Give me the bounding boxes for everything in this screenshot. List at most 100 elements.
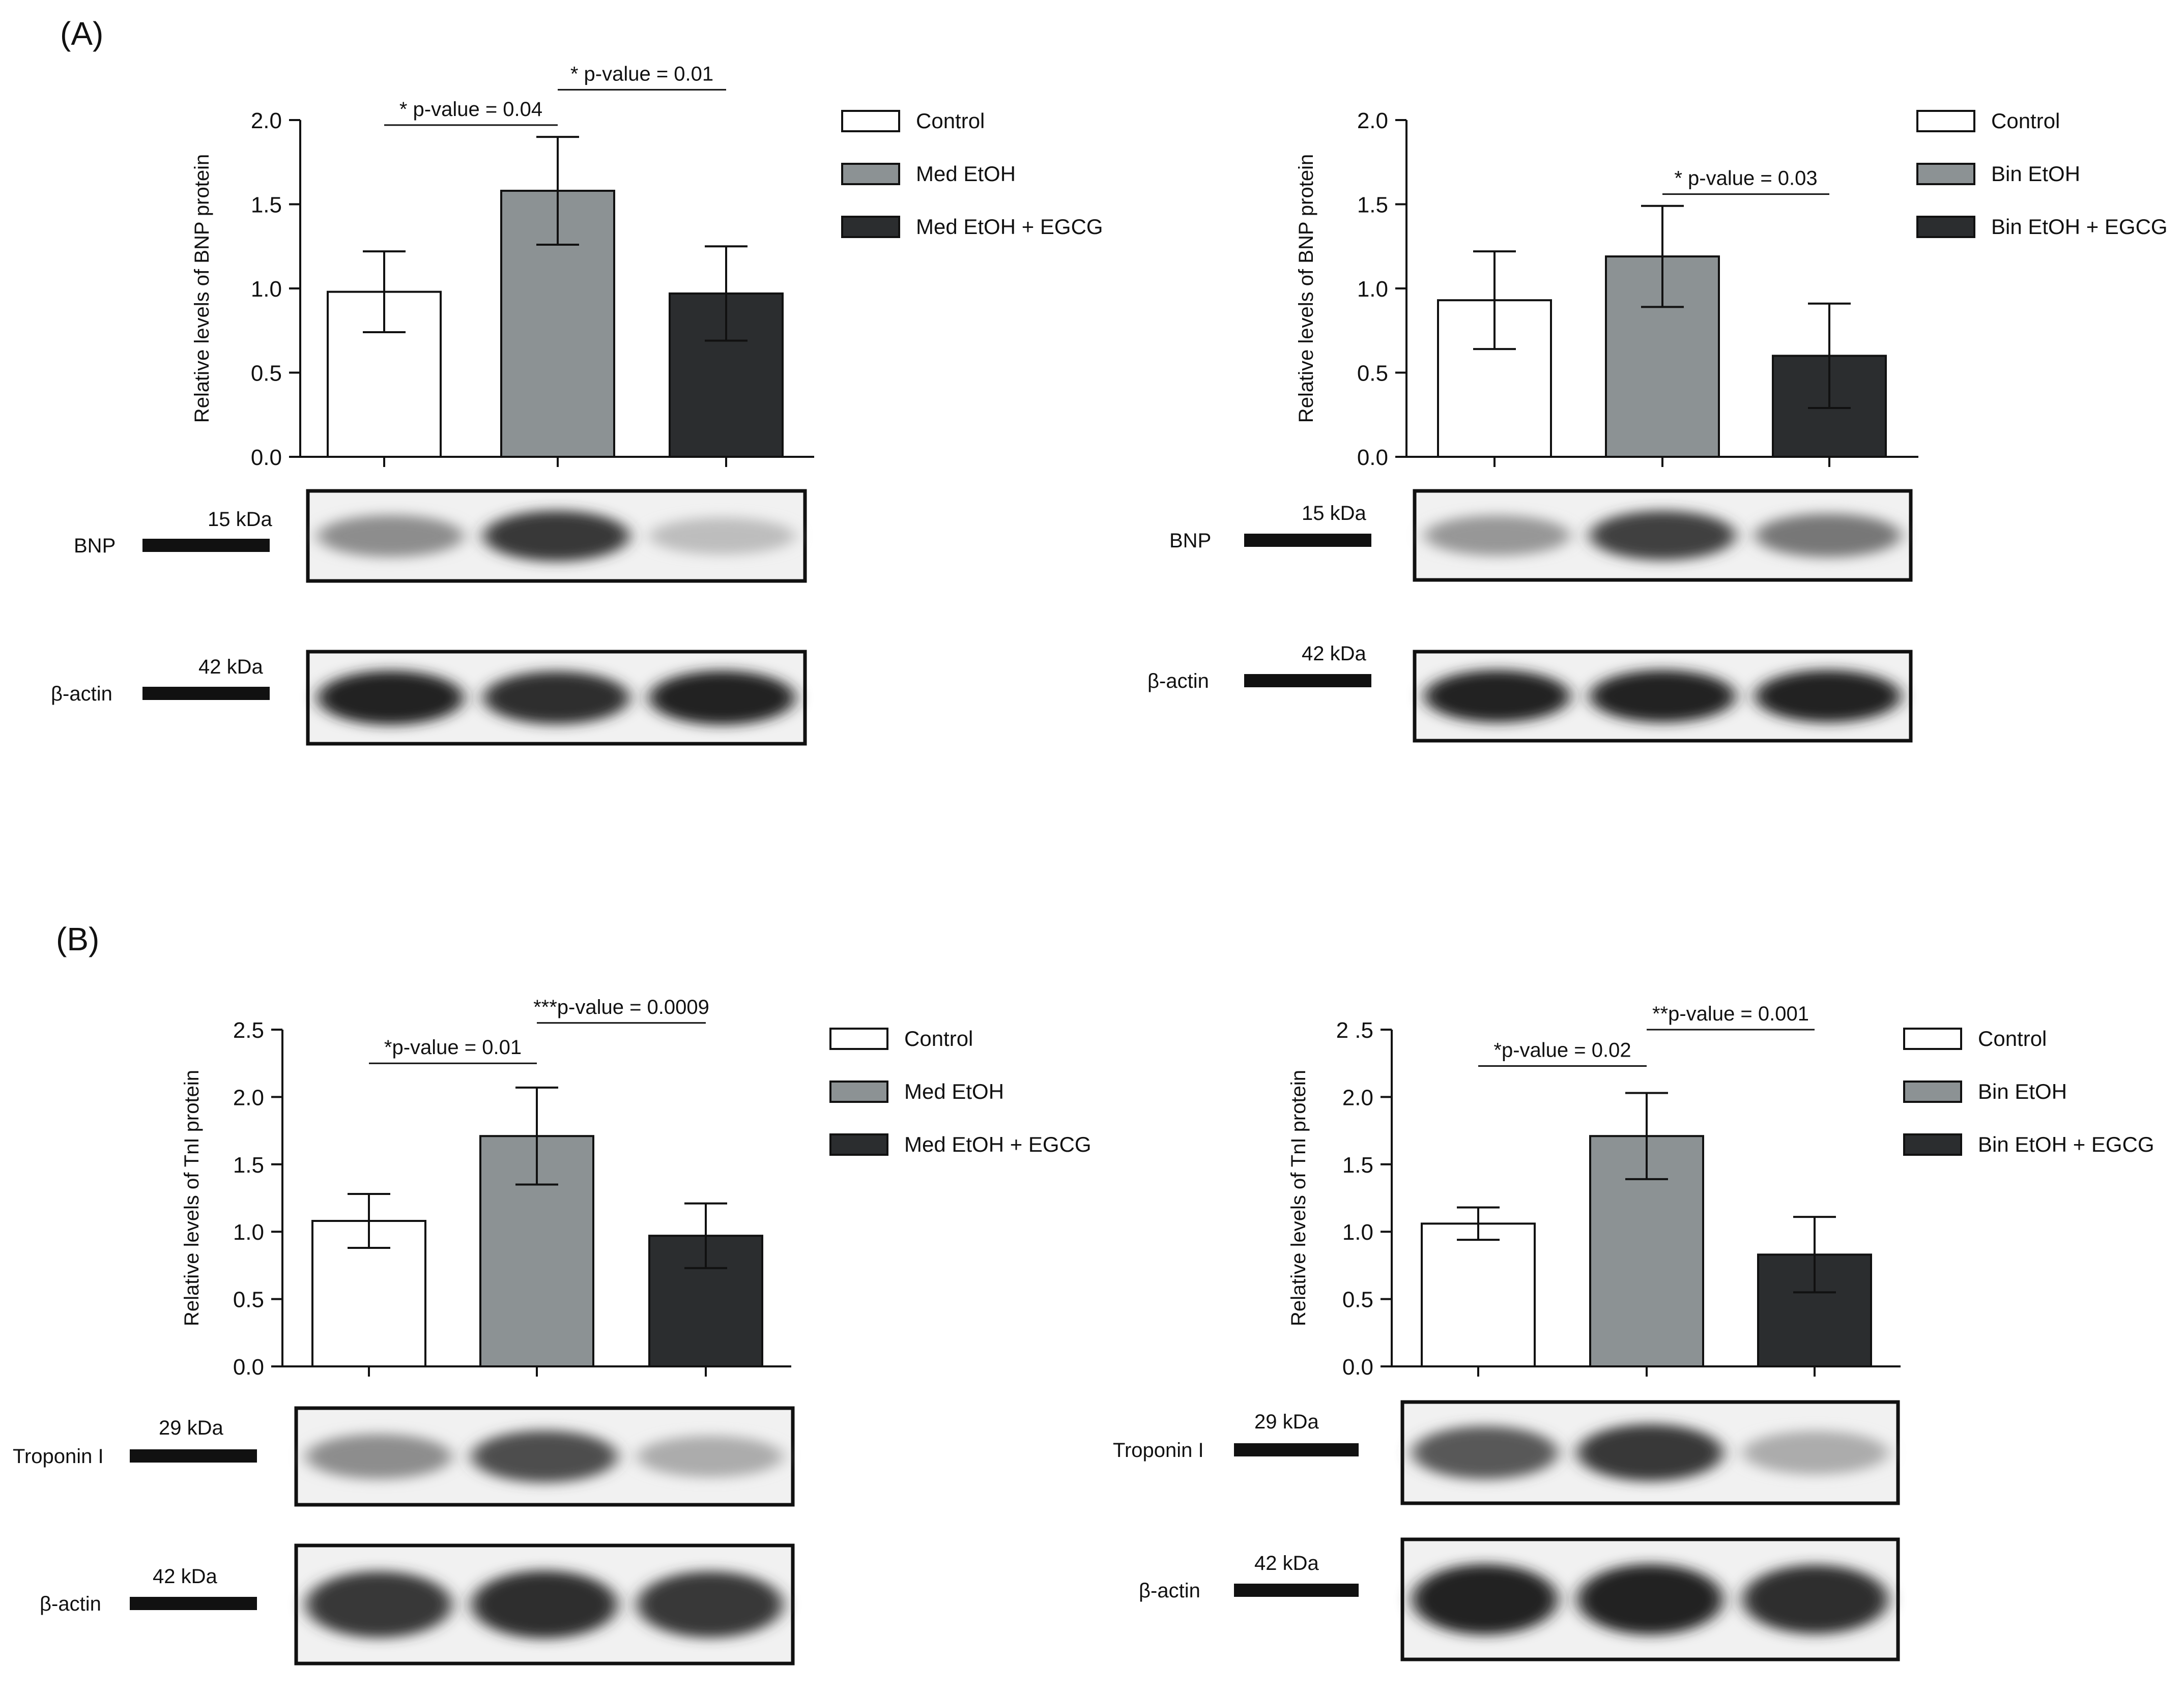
bar-1 xyxy=(1421,1222,1536,1367)
blot-band xyxy=(1577,1424,1723,1481)
protein-label: β-actin xyxy=(51,683,112,705)
legend-label-3: Bin EtOH + EGCG xyxy=(1991,215,2168,239)
blot-band xyxy=(637,1571,783,1638)
y-tick-label: 1.0 xyxy=(251,277,282,302)
legend-label-2: Bin EtOH xyxy=(1978,1079,2067,1103)
blot-band xyxy=(471,1430,618,1483)
legend-swatch-3 xyxy=(1916,216,1975,238)
legend-swatch-2 xyxy=(1916,163,1975,185)
y-tick-label: 1.5 xyxy=(1342,1153,1373,1178)
legend-swatch-1 xyxy=(1916,110,1975,132)
y-tick-label: 2 .5 xyxy=(1336,1018,1373,1043)
blot-band xyxy=(483,671,629,724)
legend-label-1: Control xyxy=(916,109,985,133)
blot-band xyxy=(1742,1431,1888,1475)
significance-label: *p-value = 0.02 xyxy=(1493,1039,1631,1061)
blot-band xyxy=(483,510,629,562)
legend-swatch-2 xyxy=(841,163,900,185)
blot-band xyxy=(306,1571,452,1638)
protein-label: β-actin xyxy=(40,1593,101,1615)
legend-label-2: Med EtOH xyxy=(916,162,1016,186)
legend-label-3: Med EtOH + EGCG xyxy=(916,215,1103,239)
y-tick-label: 1.5 xyxy=(251,193,282,218)
blot-band xyxy=(1412,1425,1558,1480)
blot-band xyxy=(1755,513,1901,558)
y-tick-label: 2.5 xyxy=(233,1018,264,1043)
y-tick-label: 1.0 xyxy=(233,1220,264,1245)
marker-size-label: 29 kDa xyxy=(159,1417,223,1439)
legend-label-3: Med EtOH + EGCG xyxy=(904,1132,1091,1156)
blot-band xyxy=(1412,1564,1558,1635)
marker-size-label: 42 kDa xyxy=(1302,643,1366,665)
legend-swatch-1 xyxy=(1903,1028,1962,1050)
blot-band xyxy=(1755,670,1901,722)
chart-1: 0.0 0.5 1.0 1.5 2.0 Relative levels of BNP pr… xyxy=(51,63,1103,746)
y-tick-label: 0.5 xyxy=(1357,361,1388,386)
significance-label: * p-value = 0.04 xyxy=(399,98,542,121)
blot-band xyxy=(471,1570,618,1639)
legend-label-2: Bin EtOH xyxy=(1991,162,2080,186)
y-tick-label: 1.5 xyxy=(233,1153,264,1178)
chart-3: 0.0 0.5 1.0 1.5 2.0 2.5 Relative levels of TnI… xyxy=(13,996,1091,1666)
blot-band xyxy=(649,517,795,555)
y-tick-label: 2.0 xyxy=(251,108,282,133)
charts: 0.0 0.5 1.0 1.5 2.0 Relative levels of BNP pr… xyxy=(13,63,2168,1666)
significance-label: **p-value = 0.001 xyxy=(1652,1003,1809,1025)
legend-swatch-2 xyxy=(829,1081,888,1103)
panel-label-b: (B) xyxy=(56,921,99,957)
protein-label: β-actin xyxy=(1147,670,1209,692)
legend-label-1: Control xyxy=(904,1027,973,1050)
legend-label-1: Control xyxy=(1991,109,2060,133)
y-tick-label: 0.5 xyxy=(251,361,282,386)
y-axis-label: Relative levels of TnI protein xyxy=(181,1070,203,1326)
chart-2: 0.0 0.5 1.0 1.5 2.0 Relative levels of BNP pr… xyxy=(1147,108,2168,743)
blot-band xyxy=(637,1435,783,1478)
chart-4: 0.0 0.5 1.0 1.5 2.0 2 .5 Relative levels of Tn… xyxy=(1113,1003,2154,1661)
marker-size-label: 42 kDa xyxy=(153,1565,217,1588)
blot-band xyxy=(1590,670,1736,722)
legend-swatch-1 xyxy=(829,1028,888,1050)
y-tick-label: 0.5 xyxy=(233,1288,264,1312)
blot-band xyxy=(318,515,464,557)
blot-band xyxy=(649,670,795,725)
blot-band xyxy=(1424,670,1570,722)
blot-band xyxy=(306,1434,452,1479)
y-tick-label: 2.0 xyxy=(1357,108,1388,133)
y-tick-label: 1.5 xyxy=(1357,193,1388,218)
legend-swatch-3 xyxy=(829,1133,888,1156)
y-tick-label: 1.0 xyxy=(1357,277,1388,302)
y-axis-label: Relative levels of TnI protein xyxy=(1287,1070,1310,1326)
y-tick-label: 0.0 xyxy=(233,1355,264,1380)
marker-size-label: 15 kDa xyxy=(1302,502,1366,524)
blot-band xyxy=(1424,515,1570,556)
y-tick-label: 0.0 xyxy=(1342,1355,1373,1380)
panel-label-a: (A) xyxy=(60,15,103,52)
marker-size-label: 15 kDa xyxy=(208,508,272,531)
marker-size-label: 29 kDa xyxy=(1254,1411,1319,1433)
legend-swatch-3 xyxy=(1903,1133,1962,1156)
protein-label: BNP xyxy=(1169,530,1211,552)
y-tick-label: 1.0 xyxy=(1342,1220,1373,1245)
legend-label-2: Med EtOH xyxy=(904,1079,1004,1103)
protein-label: Troponin I xyxy=(13,1445,104,1468)
y-tick-label: 0.5 xyxy=(1342,1288,1373,1312)
protein-label: β-actin xyxy=(1139,1580,1200,1602)
legend-swatch-3 xyxy=(841,216,900,238)
legend-label-3: Bin EtOH + EGCG xyxy=(1978,1132,2154,1156)
y-tick-label: 0.0 xyxy=(251,445,282,470)
blot-band xyxy=(318,670,464,725)
y-axis-label: Relative levels of BNP protein xyxy=(191,154,213,423)
protein-label: BNP xyxy=(74,535,116,557)
marker-size-label: 42 kDa xyxy=(1254,1552,1319,1574)
y-axis-label: Relative levels of BNP protein xyxy=(1295,154,1317,423)
significance-label: *p-value = 0.01 xyxy=(384,1036,522,1059)
marker-size-label: 42 kDa xyxy=(198,656,263,678)
y-tick-label: 2.0 xyxy=(233,1085,264,1110)
significance-label: * p-value = 0.01 xyxy=(570,63,713,85)
legend-label-1: Control xyxy=(1978,1027,2047,1050)
y-tick-label: 2.0 xyxy=(1342,1085,1373,1110)
blot-band xyxy=(1577,1564,1723,1635)
legend-swatch-1 xyxy=(841,110,900,132)
legend-swatch-2 xyxy=(1903,1081,1962,1103)
